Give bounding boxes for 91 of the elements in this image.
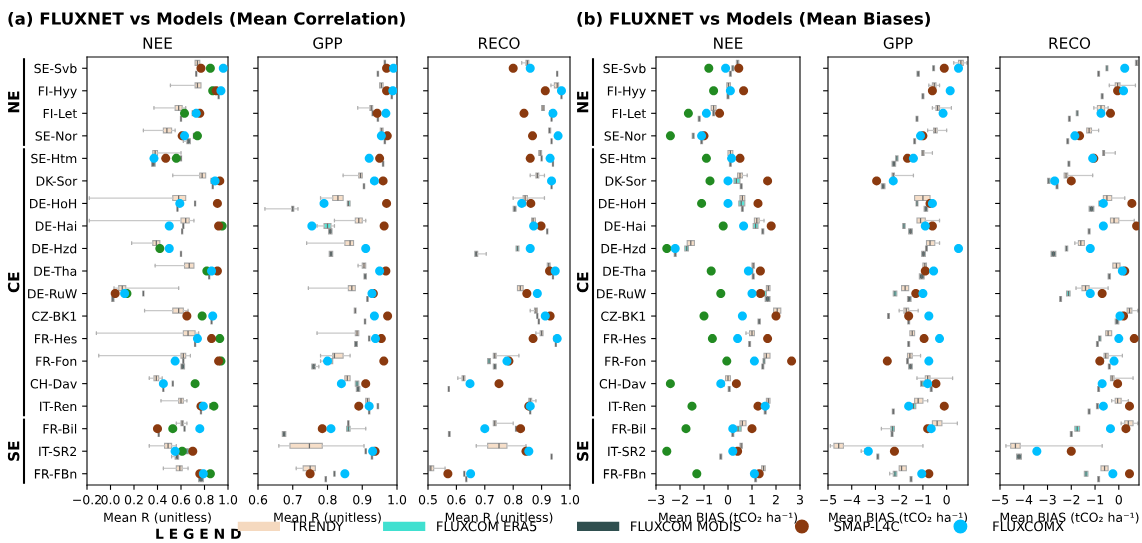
x-tick-label: −5 — [820, 495, 837, 505]
x-tick-label: −3 — [867, 494, 884, 505]
x-tick-label: 0.8 — [504, 494, 523, 505]
y-tick-label: SE-Svb — [34, 63, 77, 74]
y-tick-label: FR-Hes — [35, 334, 77, 344]
x-tick-label: 0.9 — [353, 494, 372, 505]
x-tick-label: 0.7 — [283, 494, 302, 505]
legend-title: L E G E N D — [156, 528, 241, 540]
x-tick-label: 0.8 — [318, 494, 337, 505]
y-tick-label: DE-Tha — [603, 266, 646, 276]
chart-title: (a) FLUXNET vs Models (Mean Correlation) — [8, 11, 405, 27]
x-tick-label: 1.0 — [561, 494, 580, 505]
text: CE — [7, 272, 20, 293]
x-tick-label: −2 — [1063, 494, 1080, 505]
x-tick-label: 0.5 — [418, 494, 437, 505]
y-tick-label: CZ-BK1 — [32, 311, 77, 321]
x-tick-label: 0.6 — [447, 494, 466, 505]
y-tick-label: IT-Ren — [609, 401, 646, 412]
y-tick-label: DE-HoH — [30, 199, 77, 209]
x-tick-label: −4 — [1015, 495, 1033, 505]
x-tick-label: 0.6 — [171, 494, 191, 505]
y-tick-label: DE-RuW — [597, 289, 646, 299]
y-tick-label: FI-Let — [612, 108, 646, 119]
x-tick-label: 0 — [1115, 494, 1122, 505]
x-tick-label: 0.2 — [124, 494, 143, 505]
y-tick-label: DE-Tha — [34, 266, 77, 276]
y-tick-label: FR-FBn — [603, 469, 646, 479]
x-tick-label: −1 — [915, 495, 931, 505]
x-tick-label: −3 — [1039, 494, 1056, 505]
text: SE — [576, 441, 589, 461]
y-tick-label: CH-Dav — [30, 379, 77, 389]
y-tick-label: IT-SR2 — [39, 446, 77, 457]
x-tick-label: −4 — [843, 495, 861, 505]
y-tick-label: SE-Svb — [603, 63, 646, 74]
y-tick-label: FR-Fon — [605, 356, 646, 367]
chart-subtitle: GPP — [883, 37, 913, 49]
x-tick-label: 0.9 — [532, 494, 551, 505]
y-tick-label: SE-Htm — [31, 153, 77, 164]
x-tick-label: 1 — [749, 495, 755, 505]
y-tick-label: SE-Nor — [35, 131, 78, 141]
chart-subtitle: NEE — [714, 37, 743, 49]
x-tick-label: 3 — [796, 494, 803, 505]
text: CE — [576, 272, 589, 293]
x-tick-label: 0.0 — [101, 494, 120, 505]
y-tick-label: DE-Hzd — [32, 243, 77, 254]
y-tick-label: IT-SR2 — [608, 446, 646, 457]
text: NE — [8, 91, 20, 113]
y-tick-label: FI-Hyy — [607, 86, 646, 99]
y-tick-label: FR-Fon — [36, 356, 77, 367]
y-tick-label: IT-Ren — [40, 401, 77, 412]
text: SE — [7, 441, 20, 461]
y-tick-label: DE-Hai — [35, 221, 77, 231]
x-tick-label: −1 — [1087, 495, 1104, 505]
y-tick-label: DK-Sor — [605, 176, 647, 186]
y-tick-label: FR-Bil — [43, 423, 77, 434]
y-tick-label: SE-Htm — [600, 153, 646, 164]
x-tick-label: −0.2 — [73, 494, 101, 505]
y-tick-label: DE-Hai — [604, 221, 646, 231]
y-tick-label: DE-Hzd — [601, 243, 646, 254]
x-tick-label: 0 — [943, 494, 950, 505]
x-tick-label: 0.6 — [248, 494, 268, 505]
y-tick-label: CZ-BK1 — [601, 311, 646, 321]
y-tick-label: FI-Hyy — [38, 86, 77, 99]
y-tick-label: FR-Hes — [604, 334, 646, 344]
x-tick-label: 0.8 — [195, 494, 214, 505]
x-tick-label: 2 — [772, 494, 779, 505]
x-tick-label: 0.4 — [148, 494, 167, 505]
x-tick-label: 1.0 — [388, 494, 407, 505]
text: NE — [577, 91, 589, 113]
y-tick-label: SE-Nor — [604, 131, 647, 141]
chart-subtitle: GPP — [313, 37, 343, 49]
y-tick-label: DE-RuW — [28, 289, 77, 299]
chart-subtitle: RECO — [1049, 37, 1091, 49]
chart-title: (b) FLUXNET vs Models (Mean Biases) — [577, 11, 930, 27]
y-tick-label: CH-Dav — [599, 379, 646, 389]
y-tick-label: FR-FBn — [34, 469, 77, 479]
x-tick-label: −1 — [696, 495, 713, 505]
x-tick-label: −2 — [891, 494, 908, 505]
x-tick-label: −2 — [672, 494, 688, 505]
x-axis-title: Mean R (unitless) — [104, 512, 211, 524]
y-tick-label: FR-Bil — [612, 423, 646, 434]
x-tick-label: 0.7 — [475, 494, 494, 505]
x-tick-label: 1.0 — [219, 494, 238, 505]
chart-subtitle: RECO — [479, 37, 520, 49]
chart-subtitle: NEE — [143, 37, 172, 49]
y-tick-label: FI-Let — [43, 108, 77, 119]
x-tick-label: 0 — [724, 494, 732, 505]
y-tick-label: DK-Sor — [36, 176, 78, 186]
y-tick-label: DE-HoH — [599, 199, 646, 209]
x-tick-label: −5 — [992, 495, 1009, 505]
x-tick-label: −3 — [648, 494, 665, 505]
